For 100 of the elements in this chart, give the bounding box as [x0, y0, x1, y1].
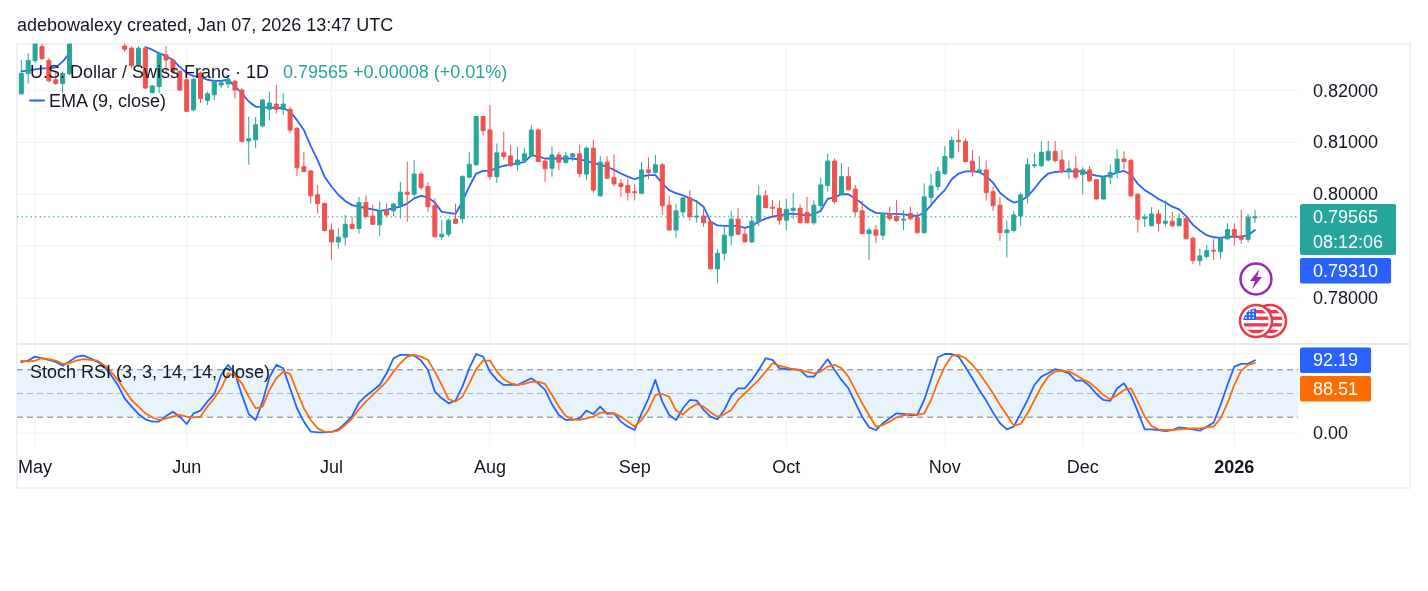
text: 88.51	[1313, 378, 1359, 399]
candlestick	[1169, 211, 1175, 228]
candlestick	[687, 189, 693, 222]
candlestick	[645, 156, 651, 180]
candlestick	[1031, 152, 1037, 169]
candlestick	[1087, 165, 1093, 183]
text: 08:12:06	[1313, 232, 1384, 253]
x-tick-label: Dec	[1066, 457, 1099, 477]
candlestick	[714, 248, 720, 284]
x-tick-label: Jun	[172, 457, 202, 477]
candlestick	[246, 116, 252, 166]
candlestick	[473, 115, 479, 167]
y-tick-label: 0.78000	[1313, 287, 1379, 308]
y-tick-label: 0.80000	[1313, 184, 1379, 205]
candlestick	[1038, 140, 1044, 168]
candlestick	[1156, 208, 1161, 233]
candlestick	[666, 195, 672, 232]
candlestick	[453, 203, 459, 225]
text: 0.79310	[1313, 260, 1379, 281]
candlestick	[397, 181, 403, 220]
candlestick	[1114, 148, 1120, 179]
candlestick	[508, 144, 514, 168]
text: 0.79565 +0.00008 (+0.01%)	[283, 61, 508, 82]
candlestick	[832, 158, 838, 205]
candlestick	[963, 138, 969, 164]
x-tick-label: Oct	[772, 457, 801, 477]
candlestick	[866, 226, 872, 261]
candlestick	[976, 155, 982, 175]
y-tick-label: 0.81000	[1313, 132, 1379, 153]
candlestick	[590, 139, 596, 194]
candlestick	[721, 226, 727, 262]
candlestick	[1224, 222, 1230, 241]
candlestick	[349, 216, 355, 230]
candlestick	[335, 227, 341, 250]
text: 0.00	[1313, 423, 1349, 443]
candlestick	[1066, 160, 1072, 180]
candlestick	[1218, 236, 1224, 260]
candlestick	[191, 77, 197, 112]
candlestick	[770, 199, 776, 218]
candlestick	[838, 162, 844, 196]
candlestick	[439, 219, 445, 241]
legend-label: EMA (9, close)	[49, 90, 167, 111]
candlestick	[1238, 209, 1244, 245]
candlestick	[563, 151, 569, 164]
candlestick	[1162, 199, 1168, 228]
candlestick	[384, 203, 390, 218]
candlestick	[969, 149, 975, 178]
candlestick	[701, 207, 707, 228]
candlestick	[328, 222, 334, 261]
candlestick	[776, 200, 782, 226]
candlestick	[1093, 178, 1099, 200]
candlestick	[708, 220, 714, 270]
candlestick	[907, 206, 913, 221]
candlestick	[18, 59, 24, 96]
candlestick	[956, 128, 962, 153]
candlestick	[1100, 175, 1106, 200]
candlestick	[914, 211, 920, 235]
candlestick	[501, 131, 507, 161]
candlestick	[1025, 158, 1031, 205]
candlestick	[494, 142, 500, 184]
candlestick	[639, 161, 645, 195]
candlestick	[211, 79, 217, 101]
candlestick	[315, 184, 321, 214]
x-tick-label: Jul	[319, 457, 343, 477]
candlestick	[466, 151, 472, 179]
candlestick	[632, 183, 638, 201]
candlestick	[322, 202, 328, 233]
candlestick	[273, 84, 279, 114]
candlestick	[894, 199, 900, 223]
candlestick	[528, 124, 534, 157]
x-tick-label: Aug	[473, 457, 506, 477]
candlestick	[1045, 140, 1051, 163]
candlestick	[122, 43, 128, 53]
candlestick	[280, 92, 286, 116]
candlestick	[583, 146, 589, 181]
candlestick	[204, 91, 210, 106]
candlestick	[1107, 164, 1113, 185]
candlestick	[577, 144, 583, 178]
x-tick-label: Sep	[618, 457, 651, 477]
candlestick	[260, 98, 266, 128]
candlestick	[597, 155, 603, 198]
text: adebowalexy created, Jan 07, 2026 13:47 UTC	[17, 15, 394, 35]
candlestick	[184, 76, 190, 113]
candlestick	[549, 146, 555, 178]
candlestick	[1080, 166, 1086, 195]
x-tick-label: Nov	[928, 457, 961, 477]
text: 92.19	[1313, 350, 1359, 371]
candlestick	[763, 189, 769, 209]
candlestick	[129, 45, 135, 69]
x-tick-label: May	[18, 457, 53, 477]
candlestick	[521, 147, 527, 164]
candlestick	[873, 224, 879, 244]
candlestick	[570, 152, 576, 163]
candlestick	[659, 162, 665, 216]
candlestick	[1073, 155, 1079, 180]
candlestick	[404, 161, 410, 223]
ref-line-label: 0.79565	[1313, 206, 1379, 227]
candlestick	[411, 159, 417, 198]
candlestick	[515, 146, 521, 171]
candlestick	[67, 43, 73, 76]
